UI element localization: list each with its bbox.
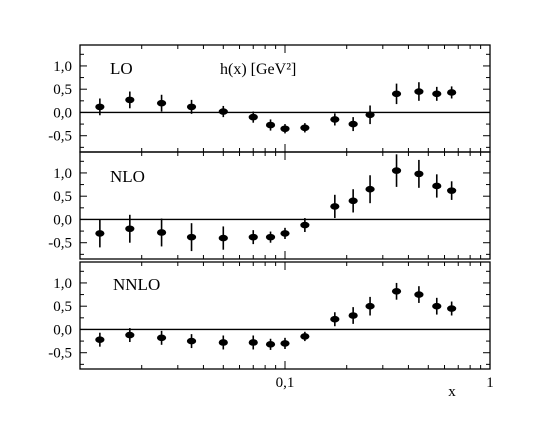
panel-3-data-point bbox=[300, 333, 310, 340]
panel-2-data-point bbox=[330, 203, 340, 210]
panel-1-data-point bbox=[432, 90, 442, 98]
panel-nnlo-label: NNLO bbox=[113, 275, 160, 294]
panel-nlo-label: NLO bbox=[110, 167, 145, 186]
panel-3-data-point bbox=[280, 340, 290, 347]
panel-1-ytick-label: -0,5 bbox=[48, 129, 72, 145]
panel-3-data-point bbox=[186, 337, 197, 345]
panel-1-data-point bbox=[447, 89, 457, 96]
panel-2-ytick-label: 0,0 bbox=[53, 212, 72, 228]
panel-3-ytick-label: -0,5 bbox=[48, 346, 72, 362]
chart-title: h(x) [GeV²] bbox=[220, 61, 296, 78]
panel-3-ytick-label: 0,5 bbox=[53, 299, 72, 315]
panel-2-data-point bbox=[265, 233, 276, 241]
panel-2-data-point bbox=[125, 225, 135, 233]
panel-3-data-point bbox=[156, 334, 167, 342]
panel-2-data-point bbox=[248, 233, 258, 241]
panel-2-data-point bbox=[218, 234, 228, 242]
panel-lo-label: LO bbox=[110, 59, 133, 78]
panel-3-data-point bbox=[125, 331, 135, 339]
panel-2-data-point bbox=[156, 229, 167, 236]
panel-1-data-point bbox=[186, 103, 197, 111]
panel-1-data-point bbox=[414, 88, 424, 95]
panel-3-data-point bbox=[265, 341, 276, 348]
panel-1-data-point bbox=[365, 111, 375, 119]
panel-3-data-point bbox=[432, 302, 442, 310]
panel-2-data-point bbox=[348, 197, 358, 205]
panel-2-data-point bbox=[186, 233, 197, 241]
panel-1-ytick-label: 0,0 bbox=[53, 105, 72, 121]
panel-1-data-point bbox=[280, 125, 290, 133]
panel-2-ytick-label: 1,0 bbox=[53, 166, 72, 182]
panel-2-data-point bbox=[95, 230, 105, 237]
panel-3-data-point bbox=[95, 336, 105, 343]
panel-2-data-point bbox=[280, 230, 290, 237]
panel-3-data-point bbox=[414, 291, 424, 298]
panel-3-data-point bbox=[330, 315, 340, 323]
panel-3-data-point bbox=[248, 339, 258, 346]
panel-1-data-point bbox=[218, 108, 228, 115]
panel-1-data-point bbox=[156, 99, 167, 107]
panel-2-data-point bbox=[391, 167, 402, 174]
x-tick-label: 0,1 bbox=[276, 375, 295, 391]
panel-3-data-point bbox=[447, 305, 457, 312]
panel-1-ytick-label: 1,0 bbox=[53, 59, 72, 75]
panel-3-ytick-label: 0,0 bbox=[53, 322, 72, 338]
panel-1-data-point bbox=[248, 113, 258, 121]
x-tick-label: 1 bbox=[486, 375, 494, 391]
panel-2-data-point bbox=[447, 187, 457, 194]
panel-3-data-point bbox=[391, 288, 402, 295]
panel-1-data-point bbox=[330, 116, 340, 123]
panel-1-data-point bbox=[125, 96, 135, 104]
x-axis-label: x bbox=[448, 384, 456, 400]
panel-1-data-point bbox=[348, 120, 358, 128]
panel-1-data-point bbox=[300, 124, 310, 132]
panel-3-data-point bbox=[348, 312, 358, 319]
panel-2-ytick-label: 0,5 bbox=[53, 189, 72, 205]
panel-3-data-point bbox=[365, 302, 375, 310]
panel-2-data-point bbox=[414, 170, 424, 178]
panel-3-data-point bbox=[218, 339, 228, 346]
panel-1-data-point bbox=[95, 103, 105, 111]
panel-2-data-point bbox=[365, 185, 375, 193]
panel-2-data-point bbox=[432, 182, 442, 190]
panel-1-ytick-label: 0,5 bbox=[53, 82, 72, 98]
panel-3-ytick-label: 1,0 bbox=[53, 276, 72, 292]
panel-1-data-point bbox=[391, 90, 402, 98]
panel-2-data-point bbox=[300, 221, 310, 229]
panel-1-data-point bbox=[265, 121, 276, 129]
panel-2-ytick-label: -0,5 bbox=[48, 236, 72, 252]
